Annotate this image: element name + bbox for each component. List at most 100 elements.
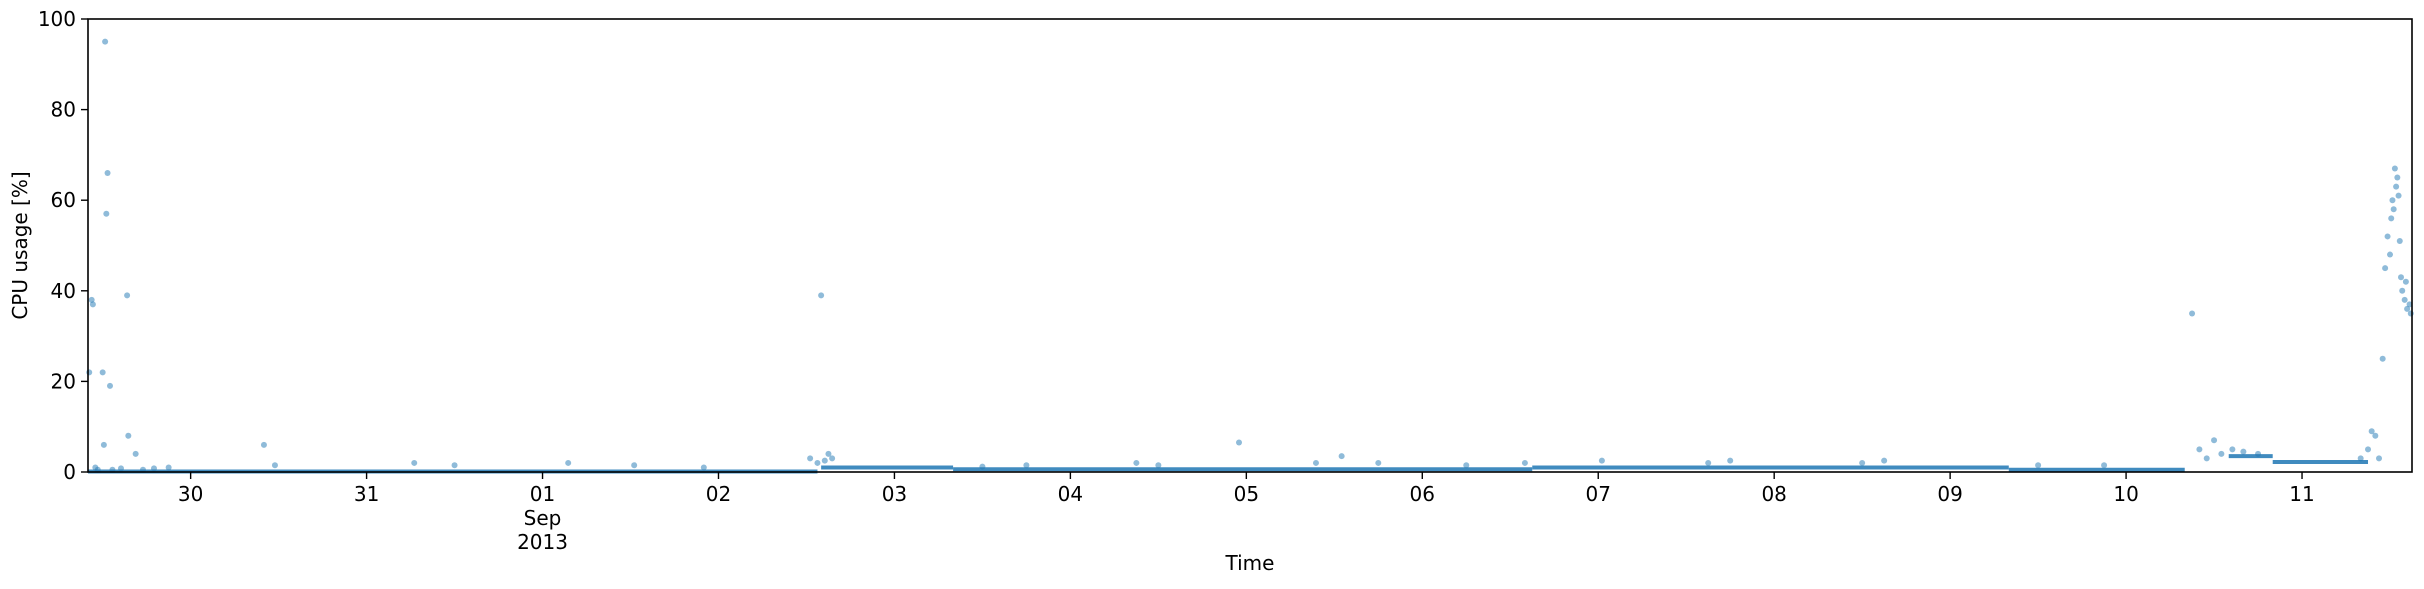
data-point-27 bbox=[814, 459, 821, 466]
data-point-20 bbox=[271, 462, 278, 469]
x-tick-label-04: 04 bbox=[1058, 482, 1083, 506]
data-point-56 bbox=[2255, 450, 2262, 457]
data-point-66 bbox=[2388, 215, 2395, 222]
x-tick-label-10: 10 bbox=[2113, 482, 2138, 506]
x-tick-label-01: 01 bbox=[530, 482, 555, 506]
data-point-23 bbox=[565, 459, 572, 466]
data-point-17 bbox=[150, 465, 157, 472]
data-point-46 bbox=[1881, 457, 1888, 464]
data-point-76 bbox=[2401, 296, 2408, 303]
data-point-47 bbox=[2035, 462, 2042, 469]
x-tick-label-03: 03 bbox=[882, 482, 907, 506]
data-point-32 bbox=[979, 463, 986, 470]
x-tick-sublabel-01-0: Sep bbox=[524, 506, 562, 530]
data-point-78 bbox=[2404, 305, 2411, 312]
data-point-68 bbox=[2390, 206, 2397, 213]
data-point-67 bbox=[2389, 197, 2396, 204]
x-tick-label-30: 30 bbox=[178, 482, 203, 506]
data-point-19 bbox=[260, 441, 267, 448]
data-point-57 bbox=[2357, 455, 2364, 462]
x-axis-label: Time bbox=[1225, 551, 1275, 575]
data-point-25 bbox=[700, 464, 707, 471]
data-point-65 bbox=[2387, 251, 2394, 258]
data-point-60 bbox=[2372, 432, 2379, 439]
data-point-36 bbox=[1236, 439, 1243, 446]
data-point-12 bbox=[117, 465, 124, 472]
y-tick-label-80: 80 bbox=[51, 98, 76, 122]
data-point-80 bbox=[2407, 310, 2414, 317]
data-point-39 bbox=[1375, 459, 1382, 466]
data-point-7 bbox=[102, 38, 109, 45]
x-tick-label-05: 05 bbox=[1234, 482, 1259, 506]
data-point-63 bbox=[2382, 265, 2389, 272]
data-point-13 bbox=[124, 292, 131, 299]
data-point-8 bbox=[104, 170, 111, 177]
y-tick-label-40: 40 bbox=[51, 279, 76, 303]
data-point-44 bbox=[1727, 457, 1734, 464]
data-point-75 bbox=[2399, 287, 2406, 294]
data-point-55 bbox=[2240, 448, 2247, 455]
data-point-41 bbox=[1521, 459, 1528, 466]
data-point-77 bbox=[2402, 278, 2409, 285]
data-point-45 bbox=[1859, 459, 1866, 466]
data-point-1 bbox=[88, 296, 95, 303]
data-point-79 bbox=[2406, 301, 2413, 308]
x-tick-label-11: 11 bbox=[2289, 482, 2314, 506]
data-point-62 bbox=[2379, 355, 2386, 362]
y-tick-label-60: 60 bbox=[51, 188, 76, 212]
data-point-26 bbox=[807, 455, 814, 462]
marks-layer bbox=[86, 38, 2414, 474]
y-tick-label-20: 20 bbox=[51, 369, 76, 393]
data-point-21 bbox=[411, 459, 418, 466]
y-tick-label-0: 0 bbox=[63, 460, 76, 484]
data-point-50 bbox=[2196, 446, 2203, 453]
data-point-18 bbox=[165, 464, 172, 471]
data-point-48 bbox=[2101, 462, 2108, 469]
data-point-72 bbox=[2395, 192, 2402, 199]
y-tick-label-100: 100 bbox=[38, 7, 76, 31]
x-tick-label-07: 07 bbox=[1586, 482, 1611, 506]
data-point-69 bbox=[2391, 165, 2398, 172]
data-point-73 bbox=[2396, 237, 2403, 244]
data-point-53 bbox=[2218, 450, 2225, 457]
x-tick-label-31: 31 bbox=[354, 482, 379, 506]
data-point-38 bbox=[1338, 453, 1345, 460]
data-point-9 bbox=[103, 210, 110, 217]
data-point-10 bbox=[106, 382, 113, 389]
x-tick-sublabel-01-1: 2013 bbox=[517, 530, 568, 554]
y-axis: 0 20 40 60 80 100 bbox=[38, 7, 88, 484]
data-point-58 bbox=[2365, 446, 2372, 453]
data-point-6 bbox=[100, 441, 107, 448]
data-point-52 bbox=[2211, 437, 2218, 444]
data-point-51 bbox=[2203, 455, 2210, 462]
data-point-35 bbox=[1155, 462, 1162, 469]
data-point-31 bbox=[829, 455, 836, 462]
x-tick-label-09: 09 bbox=[1937, 482, 1962, 506]
data-point-37 bbox=[1312, 459, 1319, 466]
data-point-43 bbox=[1705, 459, 1712, 466]
data-point-15 bbox=[132, 450, 139, 457]
data-point-30 bbox=[825, 450, 832, 457]
data-point-49 bbox=[2189, 310, 2196, 317]
data-point-14 bbox=[125, 432, 132, 439]
data-point-61 bbox=[2376, 455, 2383, 462]
x-tick-label-02: 02 bbox=[706, 482, 731, 506]
data-point-34 bbox=[1133, 459, 1140, 466]
data-point-59 bbox=[2368, 428, 2375, 435]
x-tick-label-06: 06 bbox=[1410, 482, 1435, 506]
data-point-0 bbox=[86, 369, 93, 376]
plot-frame bbox=[87, 18, 2413, 473]
data-point-74 bbox=[2398, 274, 2405, 281]
data-point-42 bbox=[1598, 457, 1605, 464]
data-point-28 bbox=[818, 292, 825, 299]
data-point-64 bbox=[2384, 233, 2391, 240]
data-point-29 bbox=[821, 457, 828, 464]
data-point-70 bbox=[2393, 183, 2400, 190]
x-tick-label-08: 08 bbox=[1761, 482, 1786, 506]
data-point-40 bbox=[1463, 462, 1470, 469]
data-point-2 bbox=[89, 301, 96, 308]
data-point-5 bbox=[99, 369, 106, 376]
data-point-33 bbox=[1023, 462, 1030, 469]
